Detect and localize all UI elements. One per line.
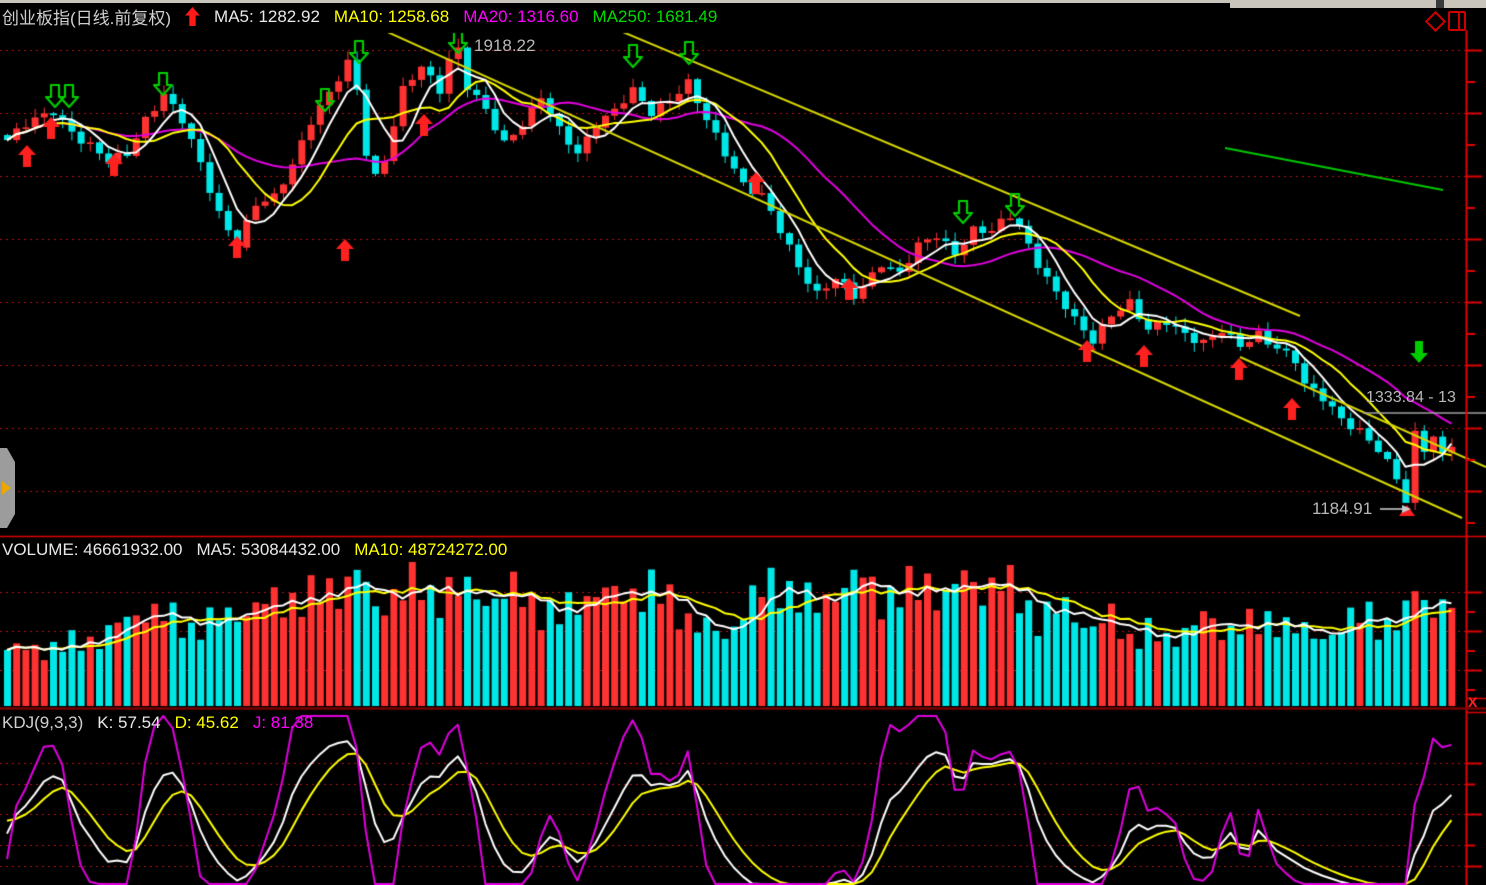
x-axis-corner-label[interactable]: X — [1468, 694, 1478, 710]
titlebar-notch — [1436, 0, 1444, 8]
ma5-readout: MA5: 1282.92 — [214, 6, 320, 26]
main-chart-header: 创业板指(日线.前复权) MA5: 1282.92 MA10: 1258.68 … — [2, 4, 717, 29]
kdj-header: KDJ(9,3,3) K: 57.54 D: 45.62 J: 81.38 — [2, 713, 313, 733]
window-panes-icon[interactable] — [1448, 11, 1466, 31]
volume-readout: VOLUME: 46661932.00 — [2, 540, 183, 559]
trend-up-arrow-icon — [185, 7, 200, 26]
volume-ma5-readout: MA5: 53084432.00 — [196, 540, 341, 559]
low-price-annotation: 1184.91 — [1312, 499, 1373, 518]
window-titlebar-edge — [1230, 0, 1486, 8]
volume-ma10-readout: MA10: 48724272.00 — [354, 540, 508, 559]
window-top-edge — [0, 0, 1486, 3]
ma20-readout: MA20: 1316.60 — [463, 6, 579, 26]
panes-divider — [1458, 13, 1460, 29]
kdj-d-readout: D: 45.62 — [174, 713, 239, 732]
expand-right-arrow-icon — [2, 481, 11, 495]
volume-header: VOLUME: 46661932.00 MA5: 53084432.00 MA1… — [2, 540, 507, 560]
sidebar-expand-tab[interactable] — [0, 448, 15, 528]
ma250-readout: MA250: 1681.49 — [592, 6, 718, 26]
kdj-j-readout: J: 81.38 — [252, 713, 314, 732]
kdj-k-readout: K: 57.54 — [97, 713, 161, 732]
kdj-params-label: KDJ(9,3,3) — [2, 713, 84, 732]
high-price-annotation: 1918.22 — [474, 36, 536, 55]
instrument-title: 创业板指(日线.前复权) — [2, 9, 172, 28]
ma10-readout: MA10: 1258.68 — [333, 6, 450, 26]
last-price-annotation: 1333.84 - 13 — [1366, 389, 1456, 406]
